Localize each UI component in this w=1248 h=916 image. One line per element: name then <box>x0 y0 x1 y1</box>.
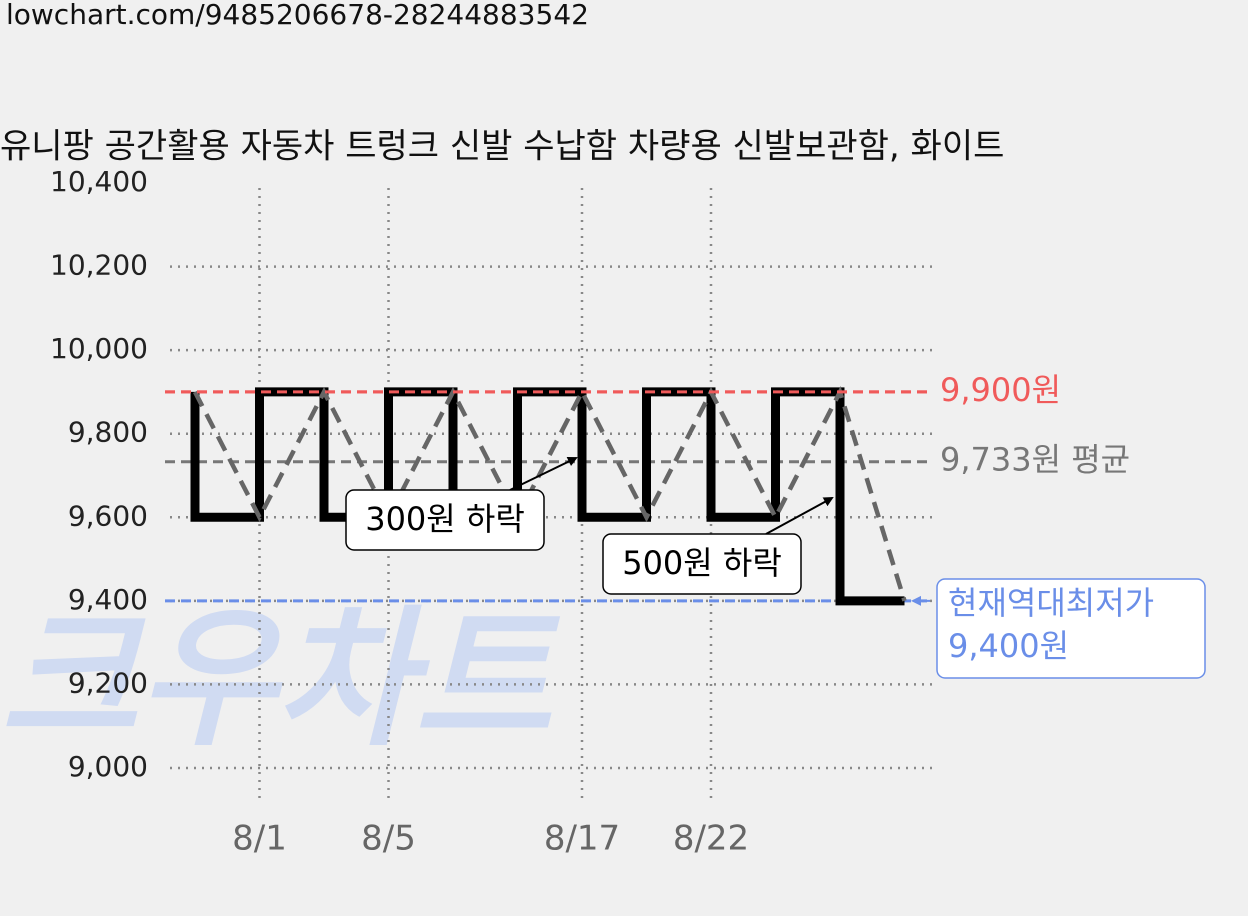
annotation-arrow <box>509 456 578 491</box>
min-value: 9,400원 <box>948 627 1069 665</box>
y-tick-label: 9,000 <box>68 750 148 783</box>
min-box <box>936 578 1206 679</box>
x-tick-label: 8/1 <box>232 819 287 859</box>
y-tick-label: 9,600 <box>68 499 148 532</box>
annotation-box <box>345 489 545 551</box>
watermark: 크우차트 <box>0 593 561 767</box>
x-tick-label: 8/17 <box>544 819 620 859</box>
reference-label: 9,733원 평균 <box>940 441 1130 479</box>
reference-label: 9,900원 <box>940 371 1061 409</box>
y-tick-label: 9,800 <box>68 416 148 449</box>
annotation-arrow <box>765 497 834 535</box>
price-trend-line <box>192 385 907 602</box>
annotation-box <box>602 533 802 595</box>
y-tick-label: 9,200 <box>68 666 148 699</box>
y-tick-label: 10,000 <box>50 332 148 365</box>
y-tick-label: 9,400 <box>68 583 148 616</box>
x-tick-label: 8/5 <box>361 819 416 859</box>
y-tick-label: 10,400 <box>50 165 148 198</box>
annotation-text: 500원 하락 <box>622 544 782 582</box>
x-tick-label: 8/22 <box>673 819 749 859</box>
y-tick-label: 10,200 <box>50 249 148 282</box>
annotation-text: 300원 하락 <box>365 500 525 538</box>
min-label: 현재역대최저가 <box>948 584 1154 622</box>
chart-title: 유니팡 공간활용 자동차 트렁크 신발 수납함 차량용 신발보관함, 화이트 <box>0 127 1004 167</box>
url: lowchart.com/9485206678-28244883542 <box>6 0 589 31</box>
